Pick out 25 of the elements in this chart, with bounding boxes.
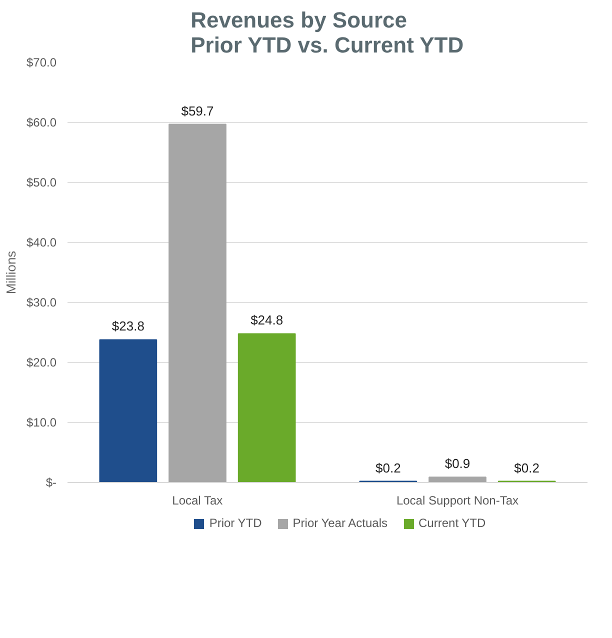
x-tick-label: Local Tax	[172, 494, 223, 508]
data-label: $23.8	[112, 318, 144, 334]
y-tick-label: $50.0	[26, 176, 57, 190]
y-tick-label: $40.0	[26, 236, 57, 250]
legend-label: Current YTD	[418, 515, 486, 532]
bar	[238, 333, 296, 482]
legend-label: Prior YTD	[209, 515, 262, 532]
data-label: $24.8	[250, 312, 284, 328]
data-label: $0.2	[376, 460, 401, 476]
bar	[168, 124, 226, 482]
data-label: $0.2	[514, 460, 540, 476]
x-tick-label: Local Support Non-Tax	[396, 494, 519, 508]
y-tick-label: $10.0	[26, 416, 57, 430]
bar	[99, 339, 158, 482]
legend-label: Prior Year Actuals	[292, 515, 388, 532]
bar	[428, 476, 486, 482]
y-axis-title: Millions	[3, 250, 18, 294]
y-tick-label: $60.0	[26, 116, 57, 130]
y-tick-label: $-	[46, 476, 57, 490]
data-label: $0.9	[444, 456, 470, 472]
y-tick-label: $70.0	[26, 56, 57, 70]
chart-title: Revenues by Source Prior YTD vs. Current YTD	[190, 8, 464, 58]
y-tick-label: $30.0	[26, 296, 57, 310]
y-tick-label: $20.0	[26, 356, 57, 370]
data-label: $59.7	[181, 103, 214, 118]
